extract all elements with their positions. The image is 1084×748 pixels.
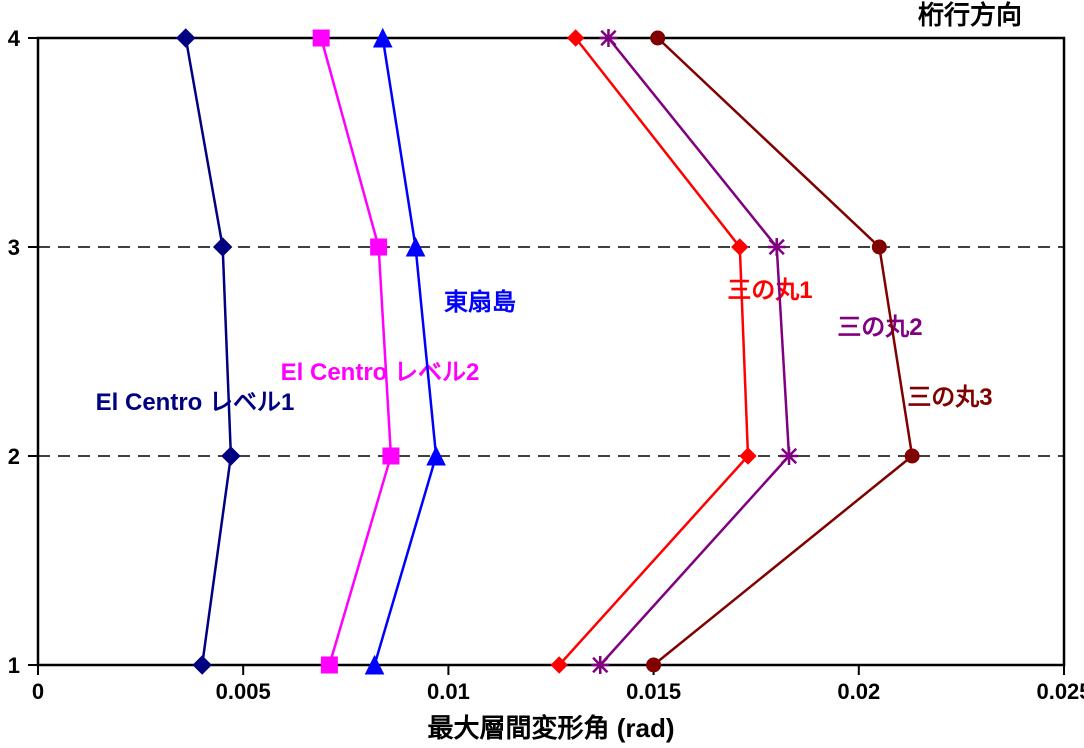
marker-circle: [905, 449, 919, 463]
x-tick-label: 0.005: [216, 679, 271, 704]
x-tick-label: 0.01: [427, 679, 470, 704]
marker-square: [321, 657, 337, 673]
series-label: El Centro レベル2: [281, 359, 480, 386]
series-label: 三の丸3: [907, 384, 992, 411]
marker-square: [371, 239, 387, 255]
marker-circle: [647, 658, 661, 672]
series-line: [600, 38, 789, 665]
marker-circle: [651, 31, 665, 45]
marker-square: [313, 30, 329, 46]
marker-asterisk: [768, 238, 786, 256]
y-tick-label: 4: [8, 26, 21, 51]
y-tick-label: 2: [8, 444, 20, 469]
series-line: [186, 38, 231, 665]
marker-diamond: [214, 238, 232, 256]
marker-circle: [872, 240, 886, 254]
series-label: 三の丸1: [727, 277, 812, 304]
x-tick-label: 0.025: [1036, 679, 1084, 704]
x-axis-title: 最大層間変形角 (rad): [427, 713, 674, 743]
x-tick-label: 0: [32, 679, 44, 704]
marker-diamond: [193, 656, 211, 674]
marker-diamond: [177, 29, 195, 47]
marker-asterisk: [599, 29, 617, 47]
marker-asterisk: [780, 447, 798, 465]
y-tick-label: 3: [8, 235, 20, 260]
x-tick-label: 0.015: [626, 679, 681, 704]
x-tick-label: 0.02: [837, 679, 880, 704]
chart-title-top: 桁行方向: [918, 0, 1022, 30]
series-label: El Centro レベル1: [96, 389, 295, 416]
chart-container: 0 0.005 0.01 0.015 0.02 0.025 1 2 3 4 最大層間変形角 (rad…: [0, 0, 1084, 748]
marker-square: [383, 448, 399, 464]
series-label: 三の丸2: [837, 314, 922, 341]
series-label: 東扇島: [444, 288, 516, 316]
y-tick-label: 1: [8, 653, 20, 678]
chart-svg: 0 0.005 0.01 0.015 0.02 0.025 1 2 3 4 最大層間変形角 (rad…: [0, 0, 1084, 748]
marker-asterisk: [591, 656, 609, 674]
plot-border: [38, 38, 1064, 665]
series-line: [559, 38, 748, 665]
marker-diamond: [222, 447, 240, 465]
series-line: [321, 38, 391, 665]
